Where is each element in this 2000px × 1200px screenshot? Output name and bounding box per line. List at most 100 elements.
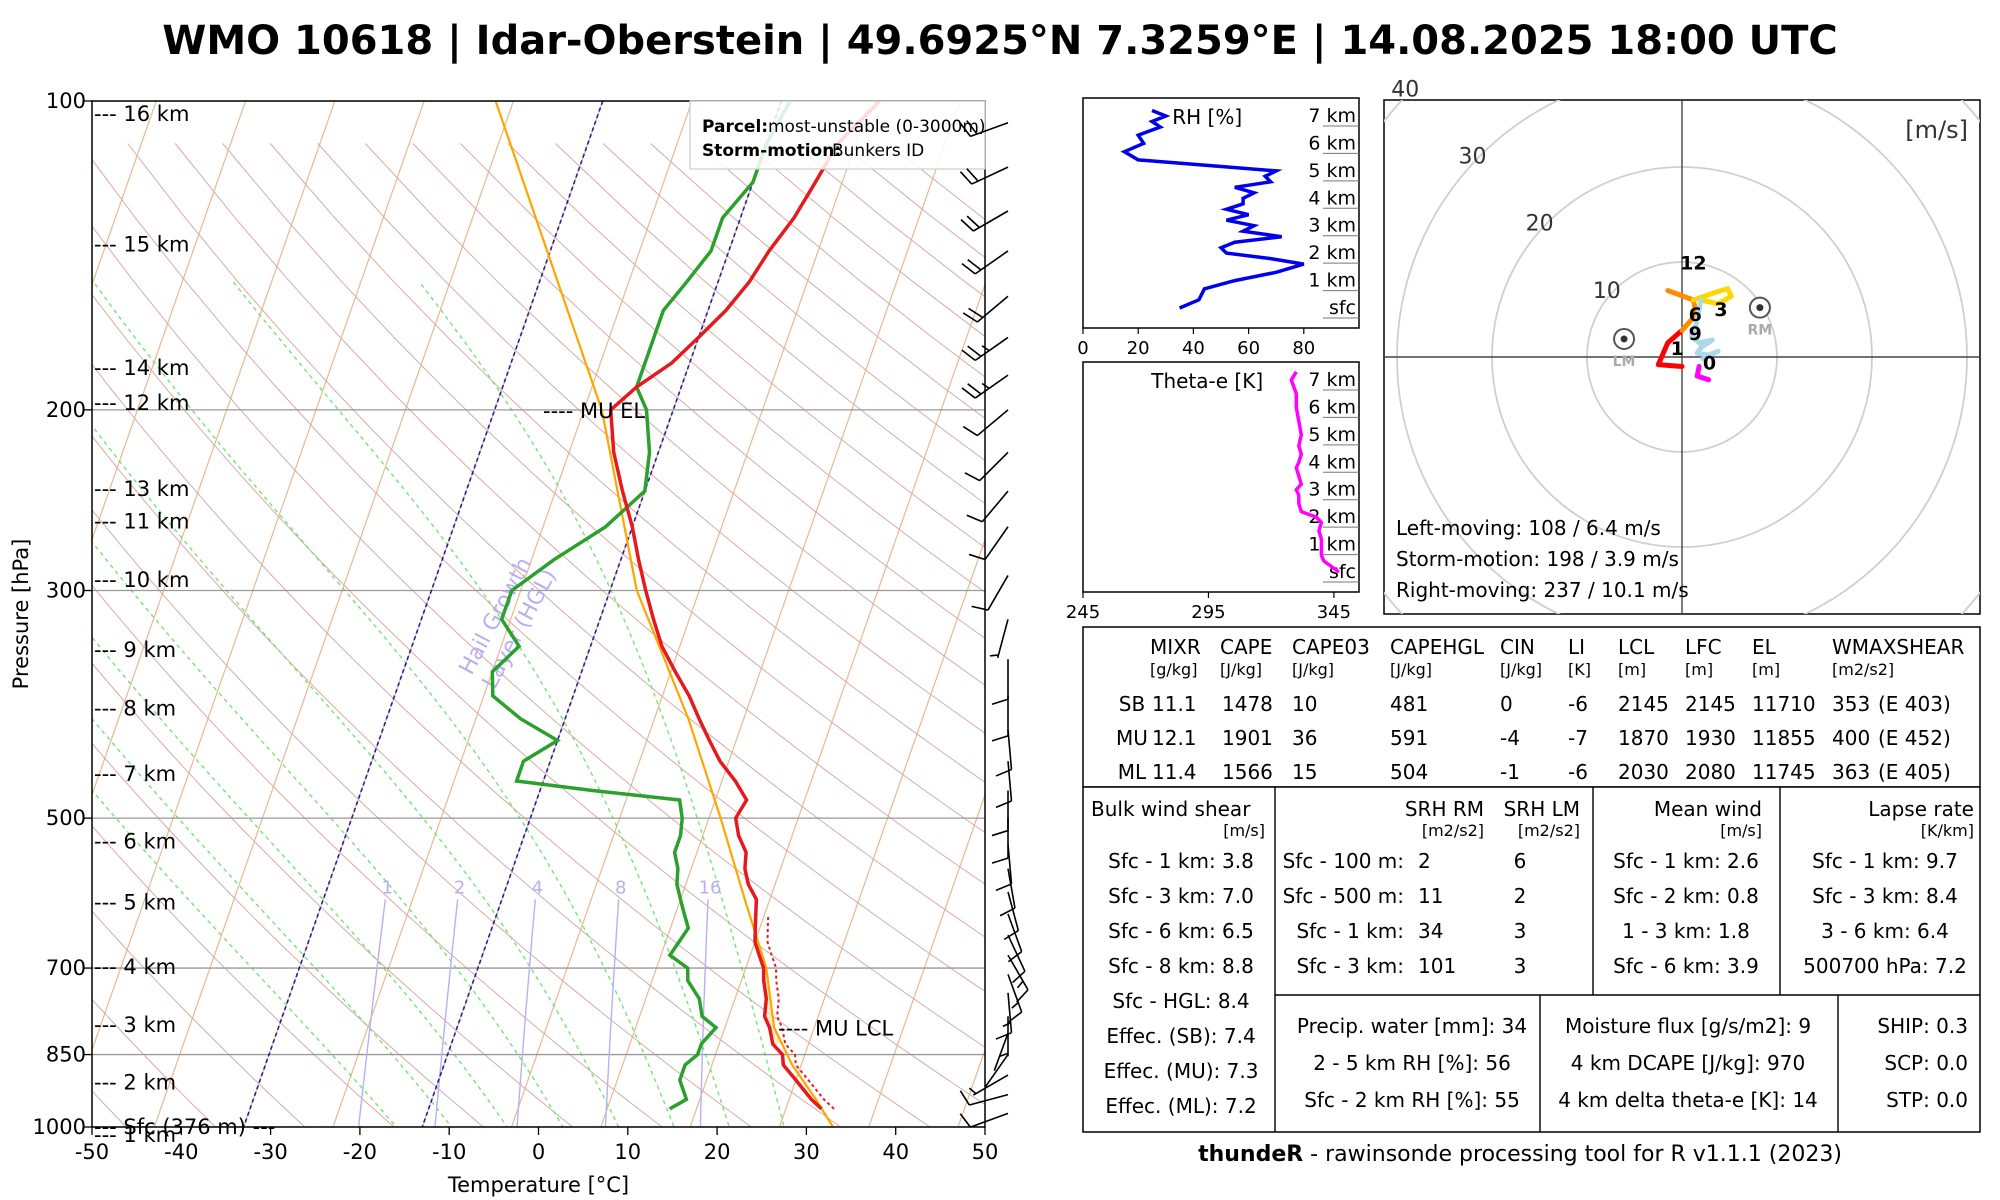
panel-height-label: sfc (1329, 561, 1356, 583)
indices-header: WMAXSHEAR (1832, 635, 1964, 659)
isotherm-line (510, 101, 872, 1127)
indices-cell: 11745 (1752, 760, 1816, 784)
composite-index-row: SHIP: 0.3 (1877, 1014, 1968, 1038)
wind-barb (995, 844, 1013, 892)
wind-barb-flag (966, 168, 979, 182)
panel-x-tick-label: 245 (1066, 602, 1100, 623)
hodograph-ring-label: 30 (1458, 144, 1486, 169)
indices-cell: 1566 (1222, 760, 1273, 784)
temperature-line (608, 101, 881, 1111)
height-label: --- 14 km (94, 356, 189, 380)
panel-x-tick-label: 295 (1191, 602, 1225, 623)
height-label: --- 13 km (94, 477, 189, 501)
lapse-rate-unit: [K/km] (1921, 821, 1974, 840)
parcel-legend: Parcel: most-unstable (0-3000m) Storm-moti… (689, 100, 986, 170)
footer-text: - rawinsonde processing tool for R v1.1.… (1303, 1142, 1842, 1167)
dry-adiabat-line (460, 143, 985, 593)
wind-barb-flag (964, 472, 981, 482)
moist-adiabat-line (92, 717, 453, 1127)
mixing-ratio-line (516, 899, 536, 1127)
indices-unit: [m] (1752, 660, 1780, 679)
hodograph-ring-label: 40 (1391, 77, 1419, 102)
hodograph-height-label: 12 (1680, 253, 1706, 275)
wind-barb-flag (991, 698, 1009, 705)
wind-barb (999, 868, 1016, 917)
bulk-shear-row: Effec. (ML): 7.2 (1105, 1094, 1256, 1118)
wind-barb-staff (1007, 992, 1013, 1033)
footer-credit: thundeR - rawinsonde processing tool for… (1080, 1142, 1960, 1167)
wind-barb-flag (995, 768, 1012, 777)
wind-barb-flag (995, 1031, 1012, 1040)
hodograph-grid (1384, 100, 1980, 614)
dry-adiabat-line (92, 158, 985, 993)
wind-barb (999, 1016, 1009, 1058)
panel-title: Theta-e [K] (1150, 369, 1263, 393)
wind-barb-flag (991, 829, 1009, 837)
wind-barb-flag (961, 387, 976, 399)
legend-value: most-unstable (0-3000m) (768, 117, 986, 137)
panel-height-label: 3 km (1308, 215, 1356, 237)
wind-barb (1007, 974, 1023, 1023)
y-tick-label: 1000 (33, 1115, 86, 1139)
wind-barb-flag (1007, 1011, 1023, 1023)
dry-adiabat-line (92, 363, 931, 1127)
panel-height-label: sfc (1329, 297, 1356, 319)
mixing-ratio-label: 2 (454, 877, 465, 898)
dry-adiabat-line (92, 584, 663, 1127)
wind-barb-flag (959, 171, 973, 185)
mean-wind-row: Sfc - 6 km: 3.9 (1613, 954, 1759, 978)
indices-cell: 11.1 (1152, 692, 1197, 716)
panel-height-label: 4 km (1308, 451, 1356, 473)
indices-cell: MU (1116, 726, 1148, 750)
wind-barb-flag (999, 907, 1016, 917)
wind-barb (959, 1112, 1009, 1128)
panel-height-label: 6 km (1308, 132, 1356, 154)
height-label: --- 16 km (94, 102, 189, 126)
moisture-row: Precip. water [mm]: 34 (1297, 1014, 1527, 1038)
srh-rm-value: 34 (1418, 919, 1443, 943)
height-label: --- 15 km (94, 233, 189, 257)
srh-lm-title: SRH LM (1504, 797, 1580, 821)
wind-barb-flag (968, 307, 984, 319)
indices-cell: 11855 (1752, 726, 1816, 750)
storm-motion-label: RM (1748, 323, 1773, 339)
wind-barb-staff (976, 295, 1009, 323)
panel-title: RH [%] (1172, 105, 1242, 129)
hodograph-ring-label: 20 (1526, 212, 1554, 237)
height-label: --- 5 km (94, 890, 176, 914)
wind-barb-flag (966, 514, 983, 523)
isotherm-line (92, 101, 425, 1052)
panel-height-label: 5 km (1308, 160, 1356, 182)
isotherm-line (153, 101, 515, 1127)
height-label: --- 7 km (94, 762, 176, 786)
legend-value: Bunkers ID (832, 141, 924, 161)
bulk-shear-row: Effec. (SB): 7.4 (1106, 1024, 1255, 1048)
wind-barb (1007, 934, 1026, 984)
height-label: --- Sfc (376 m) --- (94, 1115, 275, 1139)
wind-barb-flag (995, 883, 1012, 892)
wind-barb-flag (959, 122, 972, 137)
srh-rm-value: 11 (1418, 884, 1443, 908)
wind-barb-staff (1007, 729, 1013, 770)
wind-barb (989, 619, 1009, 659)
wind-barb-half-flag (1016, 980, 1024, 989)
panel-x-tick-label: 0 (1077, 338, 1088, 359)
hodograph-trace (1665, 288, 1699, 333)
mixing-ratio-label: 1 (382, 877, 393, 898)
wind-barb-half-flag (989, 654, 999, 657)
wind-barb-staff (979, 451, 1009, 482)
wind-barb-staff (1007, 868, 1016, 909)
wind-barb-flag (1011, 970, 1026, 984)
flux-row: Moisture flux [g/s/m2]: 9 (1565, 1014, 1811, 1038)
wind-barb-flag (967, 258, 982, 271)
wind-barb-flag (966, 215, 980, 229)
y-tick-label: 100 (46, 89, 86, 113)
wind-barb (1003, 891, 1020, 941)
hodograph-trace (1655, 327, 1685, 369)
mixing-ratio-line (699, 899, 709, 1127)
indices-header: LFC (1685, 635, 1722, 659)
wind-barb (960, 210, 1009, 232)
isotherm-line (600, 101, 961, 1127)
panel-profile-line (1289, 370, 1340, 574)
indices-unit: [m] (1685, 660, 1713, 679)
